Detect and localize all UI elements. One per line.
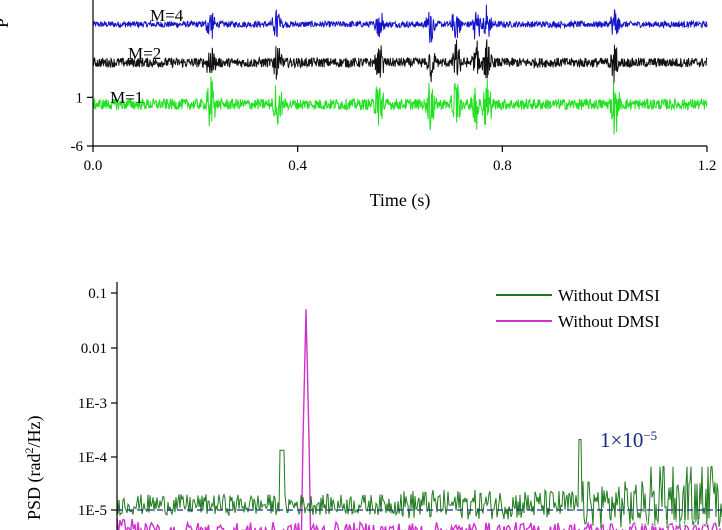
series-label-m2: M=2 [128, 44, 161, 63]
reference-annotation: 1×10−5 [600, 428, 657, 453]
psd-series-line-2 [116, 309, 721, 530]
top-series-line-1 [92, 4, 708, 43]
top-x-tick-label-0: 0.0 [84, 158, 103, 174]
top-series-line-3 [92, 76, 708, 135]
watermark: SCIENCEAQ.COM [633, 518, 710, 528]
legend: Without DMSI Without DMSI [496, 286, 660, 331]
top-x-ticks: 0.0 0.4 0.8 1.2 [84, 146, 717, 174]
series-label-m4: M=4 [150, 6, 184, 25]
psd-series-line-1 [116, 439, 722, 529]
top-panel: P 0.0 0.4 0.8 1.2 1 -6 M=4 M=2 M=1 Time (s) [0, 0, 716, 211]
bottom-y-tick-label-0: 0.1 [88, 286, 107, 302]
top-x-tick-label-3: 1.2 [698, 158, 717, 174]
legend-label-2: Without DMSI [558, 312, 660, 331]
legend-label-1: Without DMSI [558, 286, 660, 305]
series-label-m1: M=1 [110, 88, 143, 107]
bottom-y-axis-title: PSD (rad2/Hz) [22, 416, 45, 520]
bottom-y-ticks: 0.1 0.01 1E-3 1E-4 1E-5 [78, 286, 117, 519]
bottom-y-tick-label-3: 1E-4 [78, 450, 108, 466]
top-series-group [92, 4, 708, 135]
bottom-panel: PSD (rad2/Hz) 0.1 0.01 1E-3 1E-4 1E-5 Withou… [22, 282, 722, 530]
top-y-axis-title: P [0, 18, 12, 28]
top-y-tick-label-1: -6 [71, 139, 84, 155]
bottom-y-tick-label-2: 1E-3 [78, 396, 107, 412]
bottom-y-tick-label-1: 0.01 [81, 341, 107, 357]
top-y-tick-label-0: 1 [76, 90, 84, 106]
top-x-tick-label-2: 0.8 [493, 158, 512, 174]
top-x-tick-label-1: 0.4 [288, 158, 307, 174]
bottom-y-tick-label-4: 1E-5 [78, 503, 107, 519]
bottom-series-group [116, 309, 722, 530]
top-series-line-2 [92, 39, 708, 84]
top-y-ticks: 1 -6 [71, 90, 93, 155]
top-x-axis-title: Time (s) [370, 190, 431, 211]
